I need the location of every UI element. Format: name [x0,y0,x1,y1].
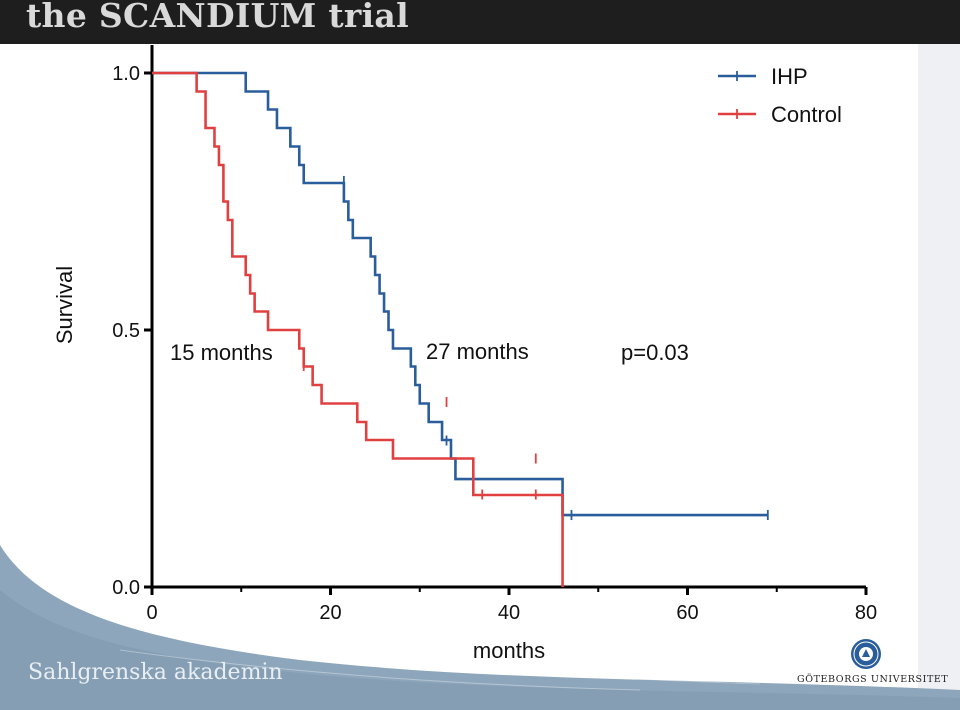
legend-label-ihp: IHP [771,64,808,89]
annotation-label: 15 months [170,340,273,365]
chart-labels: 15 months 27 months p=0.03 [170,339,689,365]
x-tick-label: 80 [855,602,877,624]
series-line-control [152,71,564,587]
x-tick-label: 20 [319,602,341,624]
x-tick-label: 0 [146,602,157,624]
annotation-label: p=0.03 [621,340,689,365]
series-line-ihp [152,71,768,517]
y-axis-label: Survival [52,266,77,344]
y-tick-label: 0.0 [112,577,140,599]
legend-label-control: Control [771,102,842,127]
y-tick-label: 0.5 [112,320,140,342]
footer-right-text: GÖTEBORGS UNIVERSITET [797,674,949,685]
x-tick-label: 60 [676,602,698,624]
y-tick-label: 1.0 [112,63,140,85]
x-axis-label: months [473,638,545,663]
chart-legend: IHP Control [718,64,842,127]
annotation-label: 27 months [426,339,529,364]
university-seal-icon [851,639,881,669]
x-tick-label: 40 [498,602,520,624]
slide-header: the SCANDIUM trial [0,0,960,44]
chart-series-layer [152,71,769,587]
slide-title: the SCANDIUM trial [26,0,409,35]
chart-axes: 0 20 40 60 80 0.0 0.5 1.0 months Survival [52,45,877,663]
footer-left-text: Sahlgrenska akademin [28,660,283,685]
